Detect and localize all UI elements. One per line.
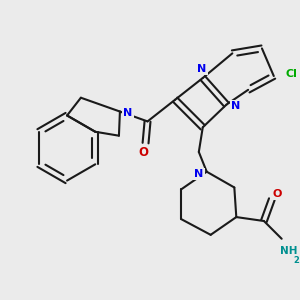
Text: N: N	[231, 100, 240, 111]
Text: 2: 2	[293, 256, 299, 265]
Text: Cl: Cl	[286, 69, 298, 79]
Text: N: N	[197, 64, 206, 74]
Text: NH: NH	[280, 246, 297, 256]
Text: O: O	[272, 189, 281, 200]
Text: N: N	[123, 107, 132, 118]
Text: N: N	[194, 169, 203, 179]
Text: O: O	[139, 146, 148, 160]
